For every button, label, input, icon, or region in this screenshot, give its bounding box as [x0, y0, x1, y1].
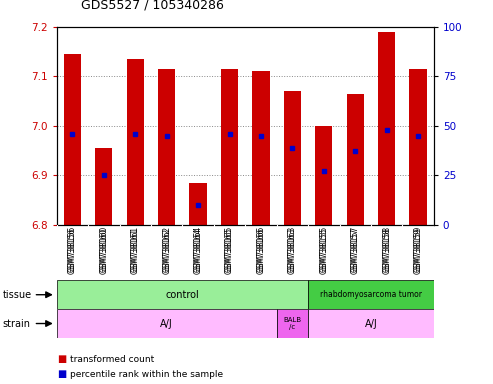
Text: GSM738164: GSM738164 — [194, 227, 203, 274]
Bar — [378, 32, 395, 225]
Text: GSM738158: GSM738158 — [382, 227, 391, 273]
Text: GSM738160: GSM738160 — [99, 227, 108, 274]
Text: A/J: A/J — [365, 318, 377, 329]
Text: GSM738163: GSM738163 — [288, 227, 297, 274]
Bar — [308, 309, 434, 338]
Text: control: control — [166, 290, 199, 300]
Bar — [189, 183, 207, 225]
Bar — [277, 309, 308, 338]
Text: GSM738162: GSM738162 — [162, 227, 171, 273]
Text: tissue: tissue — [2, 290, 32, 300]
Text: transformed count: transformed count — [70, 354, 155, 364]
Text: GSM738159: GSM738159 — [414, 227, 423, 274]
Bar — [57, 309, 277, 338]
Bar — [158, 69, 176, 225]
Text: GSM738161: GSM738161 — [131, 227, 140, 273]
Bar — [252, 71, 270, 225]
Bar — [127, 59, 144, 225]
Text: percentile rank within the sample: percentile rank within the sample — [70, 370, 224, 379]
Text: strain: strain — [2, 318, 31, 329]
Text: ■: ■ — [57, 354, 66, 364]
Bar — [95, 148, 112, 225]
Text: A/J: A/J — [160, 318, 173, 329]
Text: GSM738165: GSM738165 — [225, 227, 234, 274]
Bar — [410, 69, 427, 225]
Bar — [284, 91, 301, 225]
Bar — [315, 126, 332, 225]
Text: GSM738155: GSM738155 — [319, 227, 328, 274]
Text: ■: ■ — [57, 369, 66, 379]
Text: GDS5527 / 105340286: GDS5527 / 105340286 — [81, 0, 224, 12]
Text: GSM738157: GSM738157 — [351, 227, 360, 274]
Text: BALB
/c: BALB /c — [283, 317, 302, 330]
Text: GSM738156: GSM738156 — [68, 227, 77, 274]
Text: rhabdomyosarcoma tumor: rhabdomyosarcoma tumor — [320, 290, 422, 299]
Bar — [347, 94, 364, 225]
Bar — [308, 280, 434, 309]
Text: GSM738166: GSM738166 — [256, 227, 266, 274]
Bar — [57, 280, 308, 309]
Bar — [221, 69, 238, 225]
Bar — [64, 54, 81, 225]
